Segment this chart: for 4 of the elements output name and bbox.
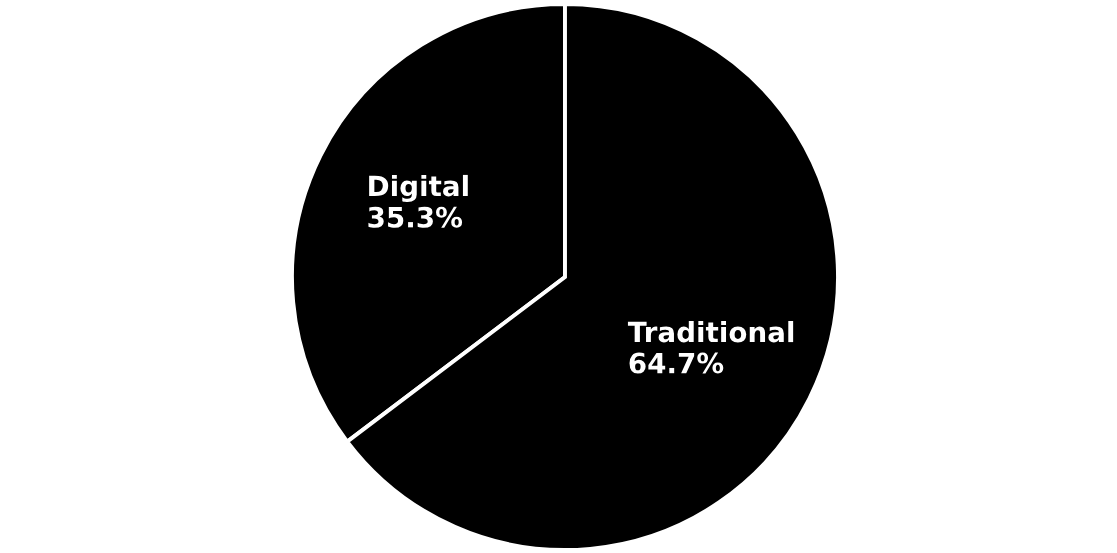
data-label: 64.7% [629, 352, 724, 374]
data-label: 35.3% [368, 206, 463, 228]
slice-label: Traditional [627, 320, 794, 343]
slice-label: Digital [369, 174, 468, 203]
